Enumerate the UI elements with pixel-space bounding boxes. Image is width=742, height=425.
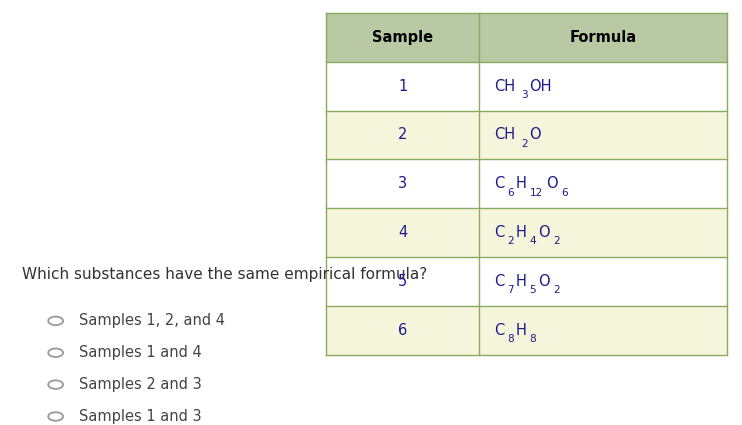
Bar xyxy=(326,208,727,257)
Text: 6: 6 xyxy=(398,323,407,338)
Text: CH: CH xyxy=(493,79,515,94)
Text: 6: 6 xyxy=(507,187,513,198)
Text: 2: 2 xyxy=(507,236,513,246)
Text: O: O xyxy=(538,274,550,289)
Bar xyxy=(326,62,727,110)
Text: 7: 7 xyxy=(507,285,513,295)
Text: H: H xyxy=(516,274,526,289)
Text: 4: 4 xyxy=(530,236,536,246)
Text: C: C xyxy=(493,225,504,240)
Text: 1: 1 xyxy=(398,79,407,94)
Text: H: H xyxy=(516,225,526,240)
Text: Samples 1, 2, and 4: Samples 1, 2, and 4 xyxy=(79,313,226,329)
Text: Samples 1 and 4: Samples 1 and 4 xyxy=(79,345,202,360)
Text: Sample: Sample xyxy=(372,30,433,45)
Text: Which substances have the same empirical formula?: Which substances have the same empirical… xyxy=(22,266,427,282)
Text: O: O xyxy=(547,176,558,191)
Text: O: O xyxy=(530,128,541,142)
Text: Samples 2 and 3: Samples 2 and 3 xyxy=(79,377,202,392)
Text: 2: 2 xyxy=(553,236,559,246)
Text: C: C xyxy=(493,274,504,289)
Text: CH: CH xyxy=(493,128,515,142)
Bar xyxy=(326,257,727,306)
Text: 3: 3 xyxy=(398,176,407,191)
Text: 6: 6 xyxy=(562,187,568,198)
Text: 12: 12 xyxy=(530,187,542,198)
Text: C: C xyxy=(493,176,504,191)
Bar xyxy=(326,13,727,62)
Bar xyxy=(326,159,727,208)
Text: Formula: Formula xyxy=(569,30,637,45)
Text: 2: 2 xyxy=(553,285,559,295)
Text: H: H xyxy=(516,176,526,191)
Text: OH: OH xyxy=(530,79,552,94)
Bar xyxy=(326,306,727,355)
Bar xyxy=(326,110,727,159)
Text: 2: 2 xyxy=(521,139,528,149)
Text: 3: 3 xyxy=(521,90,528,100)
Text: 8: 8 xyxy=(530,334,536,344)
Text: C: C xyxy=(493,323,504,338)
Text: 8: 8 xyxy=(507,334,513,344)
Text: O: O xyxy=(538,225,550,240)
Text: 4: 4 xyxy=(398,225,407,240)
Text: 2: 2 xyxy=(398,128,407,142)
Text: 5: 5 xyxy=(530,285,536,295)
Text: 5: 5 xyxy=(398,274,407,289)
Text: H: H xyxy=(516,323,527,338)
Text: Samples 1 and 3: Samples 1 and 3 xyxy=(79,409,202,424)
